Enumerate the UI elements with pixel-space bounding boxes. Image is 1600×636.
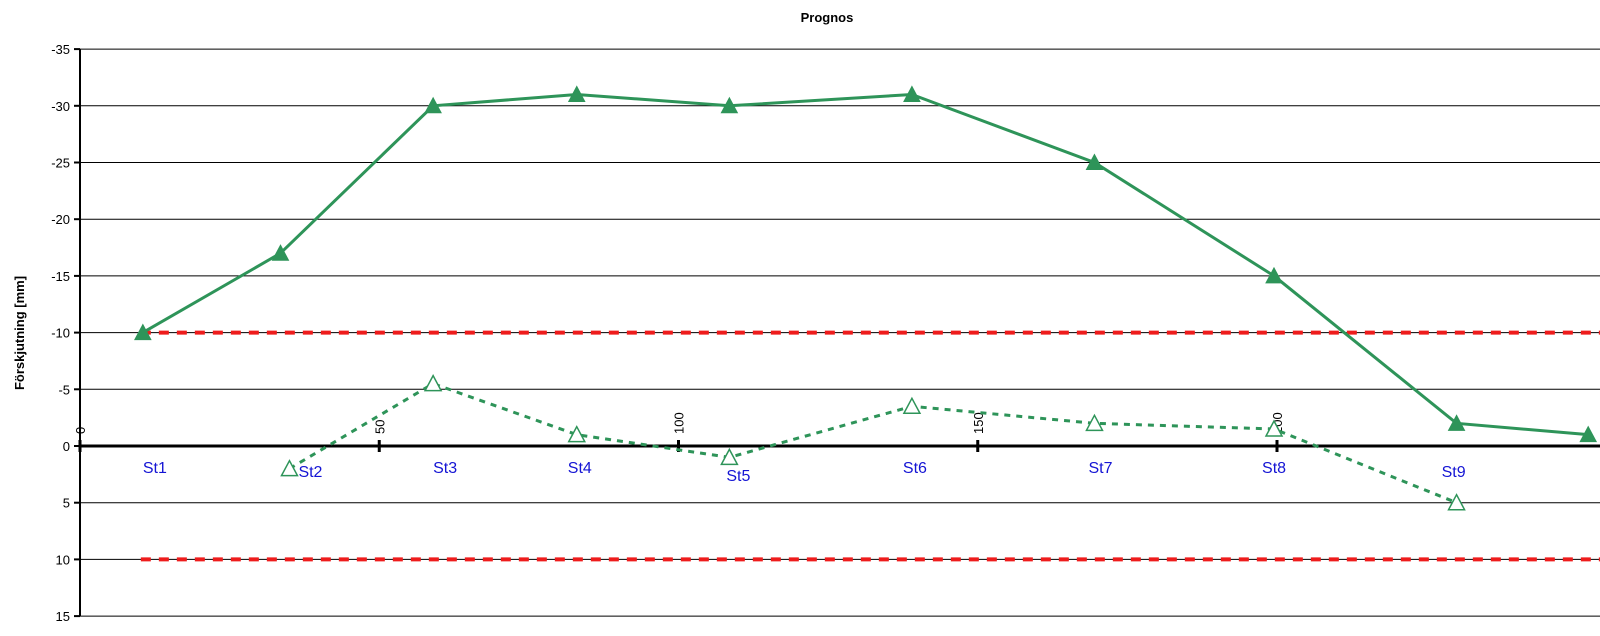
- station-label: St1: [143, 460, 167, 477]
- series-line: [142, 92, 1589, 437]
- y-tick-label: -20: [51, 212, 70, 227]
- data-point: [423, 374, 443, 392]
- y-tick-label: -5: [58, 382, 70, 397]
- data-point: [567, 425, 587, 443]
- series-line: [288, 381, 1458, 505]
- y-tick-label: -35: [51, 42, 70, 57]
- data-point: [903, 85, 921, 102]
- data-point: [567, 85, 586, 102]
- station-label: St3: [433, 460, 457, 477]
- y-tick-label: 10: [56, 552, 70, 567]
- data-point: [1085, 153, 1104, 170]
- data-point: [134, 323, 152, 341]
- series-layer: [134, 85, 1598, 511]
- station-labels: St1 St2 St3 St4 St5 St6 St7 St8 St9: [143, 460, 1466, 485]
- station-label: St7: [1088, 460, 1112, 477]
- y-tick-label: 15: [56, 609, 70, 624]
- x-tick-label: 100: [672, 412, 687, 434]
- data-point: [424, 96, 442, 114]
- x-tick-label: 50: [372, 420, 387, 434]
- data-point: [1265, 266, 1283, 284]
- station-label: St9: [1442, 464, 1466, 481]
- data-point: [720, 96, 739, 114]
- y-tick-label: -10: [51, 326, 70, 341]
- y-tick-label: -15: [51, 269, 70, 284]
- limit-lines: [140, 330, 1600, 562]
- gridlines: [80, 48, 1600, 617]
- chart-title: Prognos: [801, 10, 854, 25]
- data-point: [1264, 419, 1284, 437]
- data-point: [1579, 425, 1598, 443]
- station-label: St6: [903, 460, 927, 477]
- data-point: [902, 396, 922, 415]
- station-label: St8: [1262, 460, 1286, 477]
- station-label: St4: [568, 460, 592, 477]
- data-point: [1447, 493, 1466, 511]
- y-tick-label: -25: [51, 156, 70, 171]
- station-label: St5: [726, 468, 750, 485]
- x-tick-label: 0: [73, 427, 88, 434]
- data-point: [720, 447, 739, 466]
- data-point: [1447, 414, 1466, 431]
- data-point: [280, 459, 299, 477]
- station-label: St2: [298, 464, 322, 481]
- data-point: [271, 244, 290, 261]
- y-tick-label: -30: [51, 99, 70, 114]
- y-tick-label: 5: [63, 496, 70, 511]
- y-tick-label: 0: [63, 439, 70, 454]
- y-axis-label: Förskjutning [mm]: [12, 276, 27, 390]
- data-point: [1085, 413, 1104, 432]
- x-tick-label: 150: [971, 412, 986, 434]
